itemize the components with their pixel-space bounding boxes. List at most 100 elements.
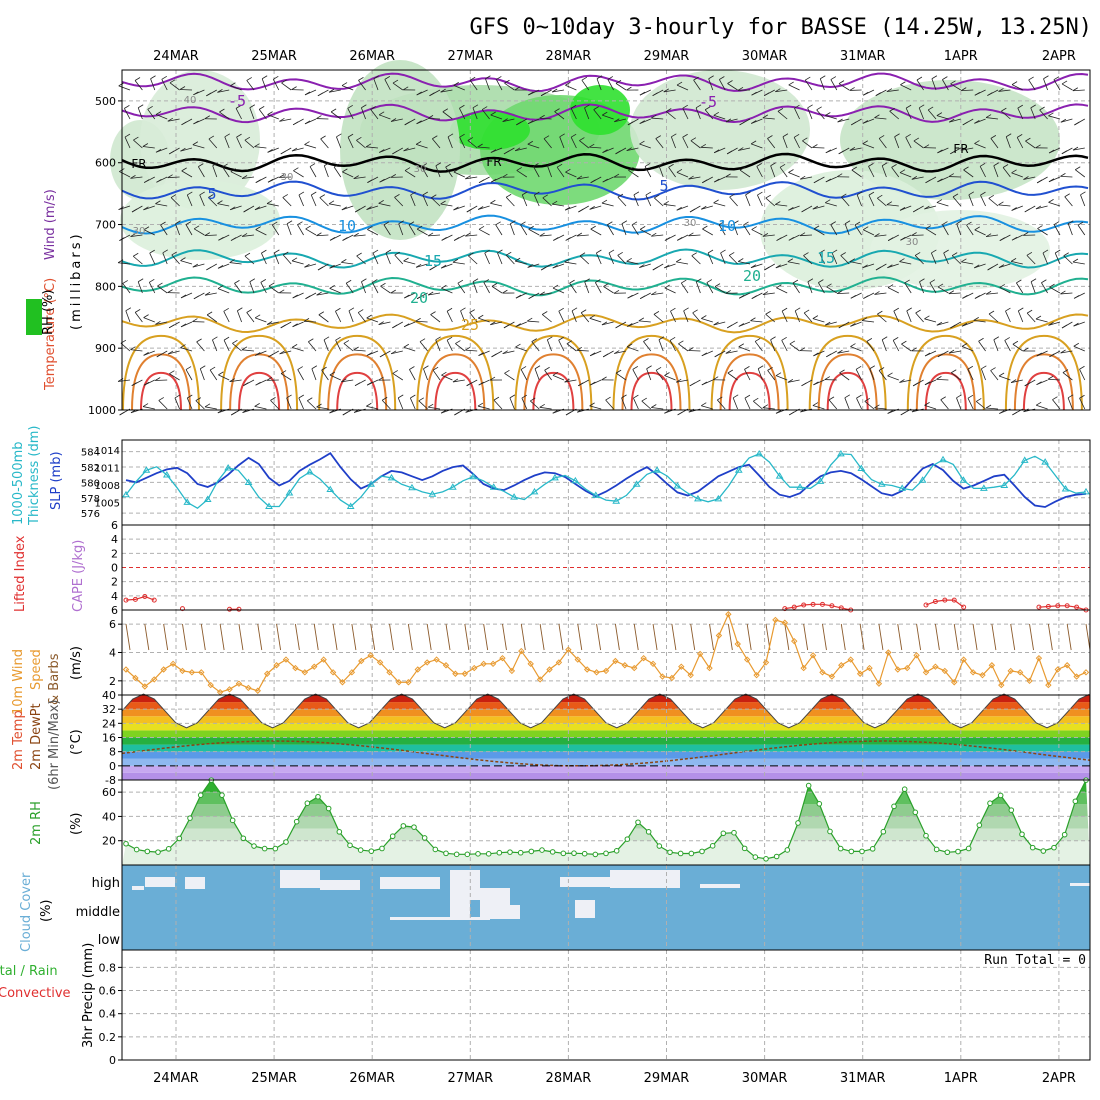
wind-barb	[465, 176, 478, 180]
wind-barb	[565, 171, 577, 178]
slp-marker	[632, 480, 641, 487]
wind-barb-flag	[1024, 382, 1030, 387]
wind-barb-flag	[553, 237, 559, 241]
wind-barb	[1030, 107, 1036, 120]
wind-barb	[223, 339, 230, 352]
rh-marker	[880, 828, 887, 835]
wind-barb	[688, 176, 701, 180]
wind-barb	[143, 205, 155, 211]
wind-barb-flag	[485, 75, 491, 80]
wind-barb-flag	[217, 200, 223, 204]
wind-barb-flag	[298, 394, 305, 399]
wind-barb	[770, 339, 776, 352]
wind-barb	[633, 397, 639, 410]
surface-wind-barb	[125, 623, 131, 651]
wind-barb-flag	[978, 337, 984, 342]
wind-barb-flag	[432, 135, 438, 140]
wind-barb-flag	[936, 321, 943, 326]
wind-barb-flag	[849, 258, 856, 263]
wind-barb-flag	[968, 191, 975, 196]
wind-speed-marker	[1063, 662, 1071, 669]
wind-barb-flag	[131, 208, 138, 213]
wind-barb-flag	[358, 77, 364, 81]
wind-barb	[728, 255, 738, 265]
wind-barb	[527, 320, 540, 323]
wind-barb-flag	[1080, 191, 1086, 196]
wind-barb-flag	[540, 266, 547, 271]
wind-speed-label: 30	[133, 226, 146, 237]
wind-barb-flag	[1074, 121, 1080, 126]
wind-barb-flag	[878, 367, 885, 371]
wind-barb-flag	[874, 404, 880, 409]
wind-barb	[469, 312, 478, 323]
wind-barb	[729, 196, 738, 207]
wind-barb	[584, 107, 590, 120]
wind-barb-flag	[133, 252, 139, 257]
surface-wind-barb	[897, 623, 903, 651]
wind-barb-flag	[384, 76, 391, 80]
wind-barb	[167, 176, 180, 179]
wind-barb-flag	[615, 150, 621, 155]
wind-barb-flag	[1043, 75, 1049, 80]
wind-barb-flag	[510, 220, 516, 225]
wind-barb-flag	[579, 137, 585, 141]
wind-speed-marker	[621, 662, 629, 669]
wind-barb-flag	[345, 279, 352, 284]
wind-barb	[457, 282, 466, 294]
surface-wind-barb	[407, 623, 413, 651]
wind-barb-flag	[484, 249, 490, 254]
wind-barb-flag	[267, 149, 273, 153]
wind-barb-flag	[999, 284, 1005, 288]
wind-barb	[580, 312, 590, 323]
wind-barb	[900, 84, 912, 91]
wind-barb-flag	[1012, 340, 1019, 345]
wind-barb	[403, 147, 416, 152]
wind-barb-flag	[453, 206, 459, 211]
minmax-axis-label: (6hr Min/Max)	[47, 700, 62, 790]
wind-barb-flag	[948, 290, 955, 295]
wind-barb-flag	[366, 352, 373, 356]
wind-barb-flag	[664, 372, 670, 376]
wind-barb	[701, 405, 713, 410]
wind-barb-flag	[664, 264, 670, 269]
wind-barb	[851, 169, 862, 178]
slp-marker	[408, 483, 416, 491]
wind-barb	[409, 397, 416, 410]
wind-barb-flag	[725, 173, 731, 178]
wind-barb	[118, 379, 131, 382]
wind-barb-flag	[911, 232, 917, 236]
wind-barb	[244, 255, 255, 265]
wind-barb	[887, 287, 899, 294]
wind-barb	[804, 79, 813, 91]
wind-barb-flag	[1018, 307, 1024, 312]
rh-marker	[155, 849, 161, 855]
wind-barb	[418, 400, 428, 410]
slp-marker	[469, 472, 478, 480]
rh-marker	[453, 851, 460, 858]
wind-barb-flag	[670, 307, 676, 312]
wind-barb-flag	[556, 163, 563, 168]
wind-barb-flag	[1067, 394, 1074, 399]
rh-marker	[923, 832, 929, 839]
wind-barb-flag	[874, 291, 880, 295]
rh-marker	[517, 849, 524, 856]
wind-barb	[579, 140, 590, 149]
wind-barb-flag	[744, 394, 751, 399]
wind-barb-flag	[260, 279, 267, 283]
surface-wind-barb	[1066, 623, 1072, 651]
wind-barb-flag	[403, 343, 410, 348]
wind-barb	[408, 224, 416, 236]
rh-marker	[507, 849, 513, 855]
wind-barb-flag	[799, 232, 806, 237]
wind-barb-flag	[503, 324, 510, 329]
wind-barb	[155, 321, 168, 325]
slp-marker	[694, 494, 702, 502]
pressure-tick-label: 700	[95, 219, 116, 232]
rh-marker	[773, 853, 780, 860]
wind-barb-flag	[552, 264, 558, 269]
wind-barb-flag	[862, 120, 869, 124]
isotherm-label: -5	[228, 92, 246, 110]
wind-barb	[775, 89, 788, 93]
wind-barb	[286, 397, 292, 410]
wind-barb	[708, 78, 714, 91]
